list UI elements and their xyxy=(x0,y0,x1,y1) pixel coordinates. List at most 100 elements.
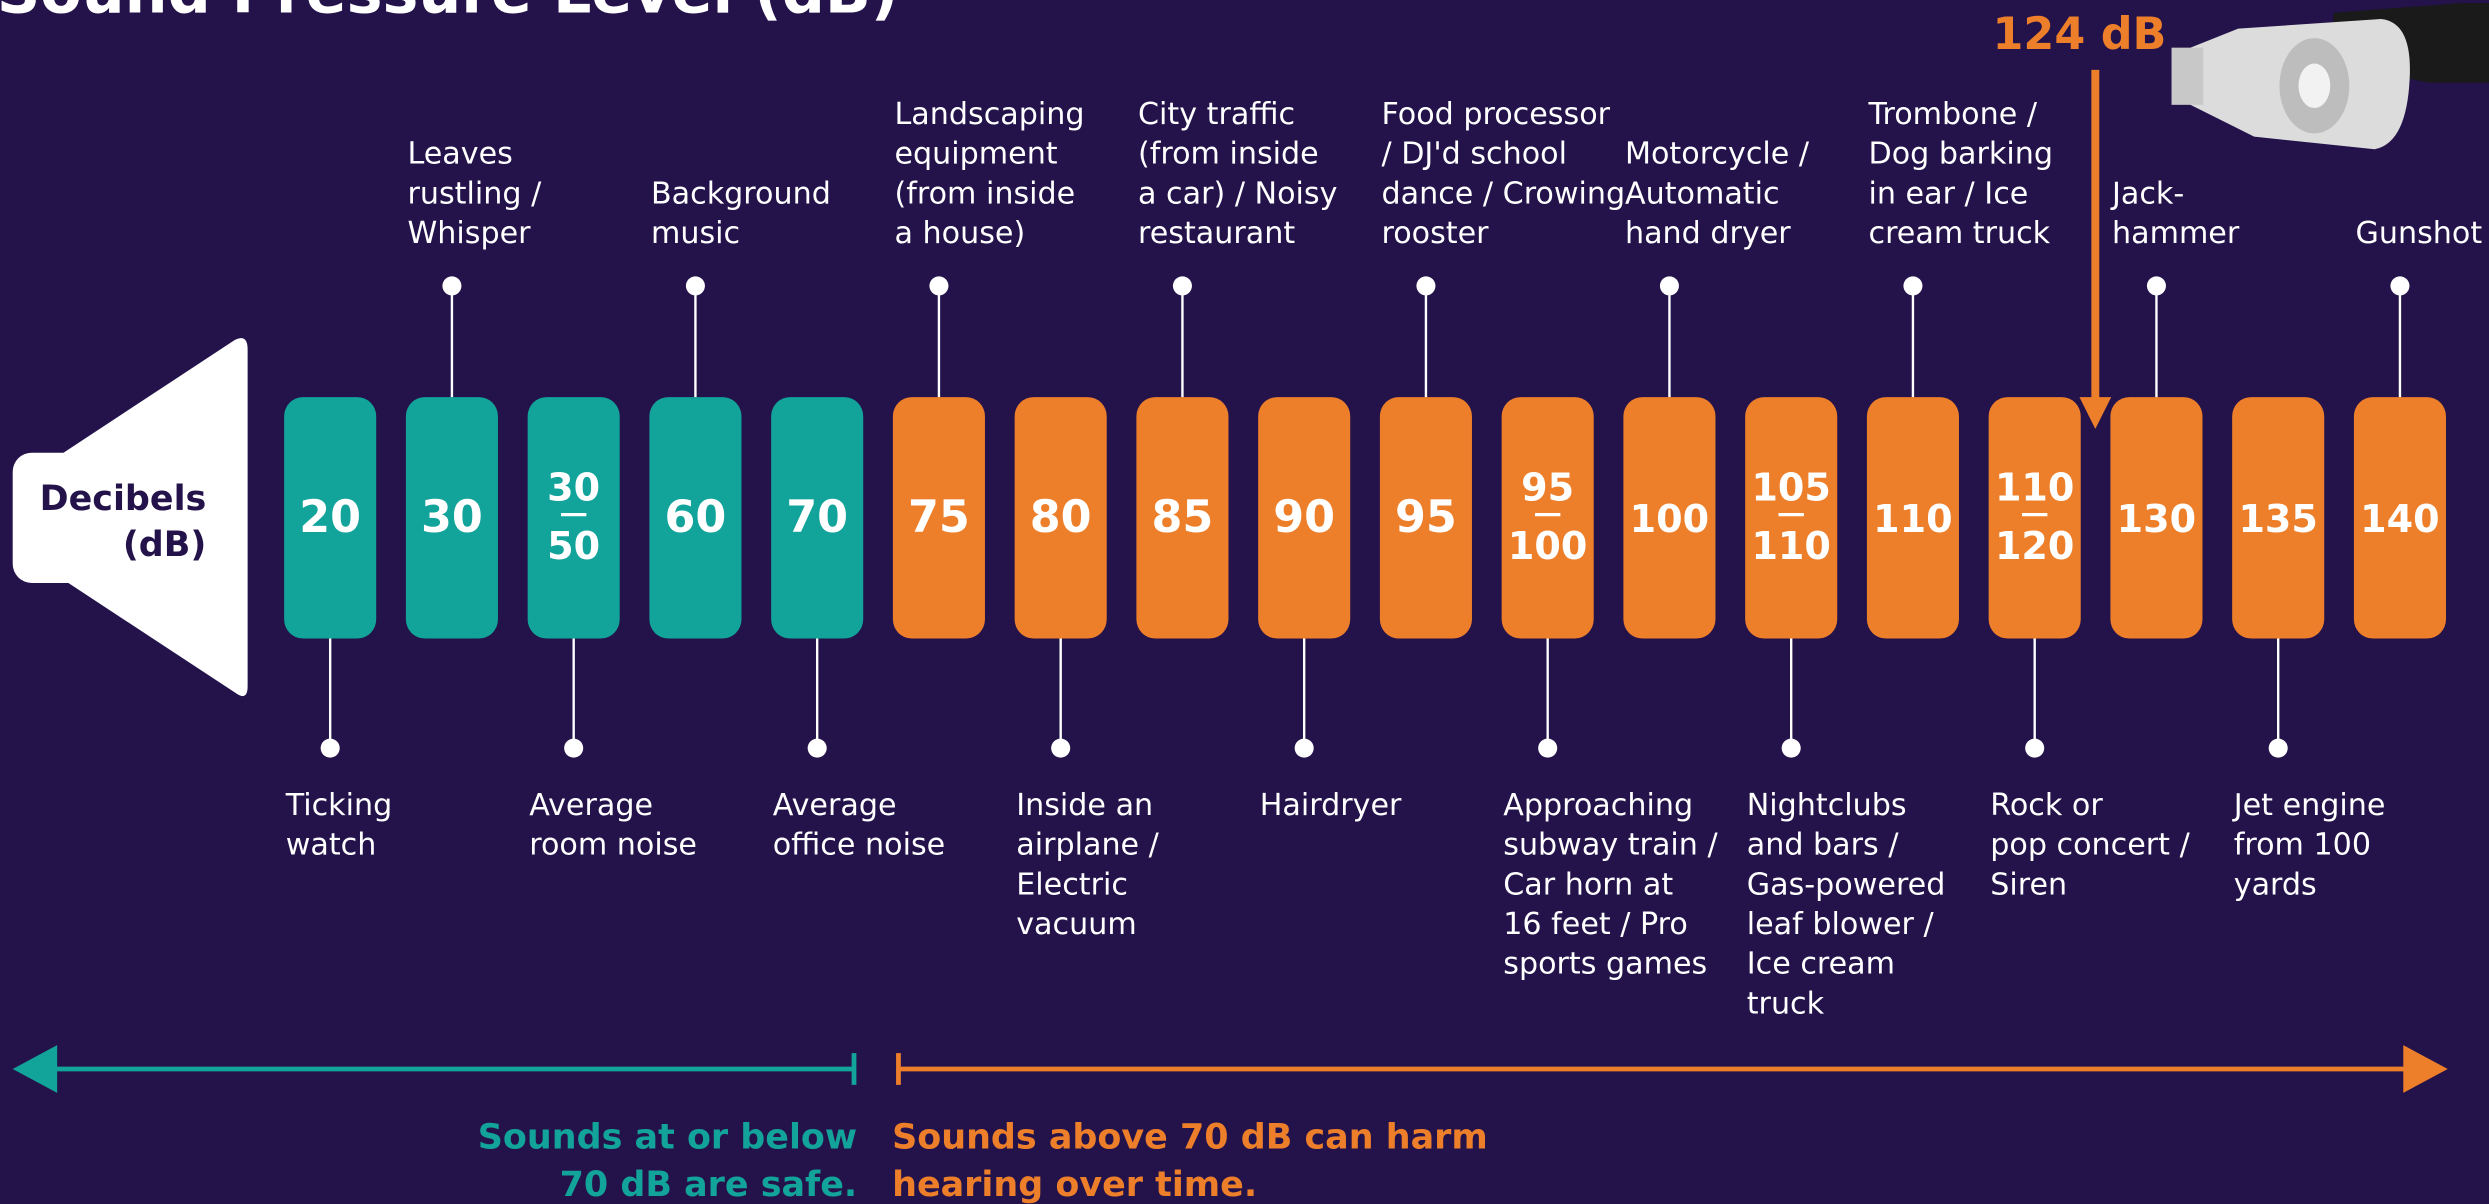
below-label: from 100 xyxy=(2234,828,2371,863)
above-label: Automatic xyxy=(1625,176,1780,211)
level-range-bottom: 50 xyxy=(547,524,600,568)
below-label: leaf blower / xyxy=(1747,907,1935,942)
above-label: rustling / xyxy=(407,176,542,211)
above-label: Background xyxy=(651,176,831,211)
below-label: Car horn at xyxy=(1503,867,1673,902)
above-label: equipment xyxy=(894,137,1057,172)
connector-dot xyxy=(2269,739,2288,758)
above-label: Dog barking xyxy=(1868,137,2052,172)
level-value: 30 xyxy=(421,492,483,543)
level-value: 80 xyxy=(1030,492,1092,543)
connector-dot xyxy=(1660,276,1679,295)
level-value: 20 xyxy=(299,492,361,543)
below-label: Hairdryer xyxy=(1260,788,1402,823)
below-label: airplane / xyxy=(1016,828,1159,863)
above-label: Food processor xyxy=(1381,97,1610,132)
connector-dot xyxy=(808,739,827,758)
above-label: City traffic xyxy=(1138,97,1295,132)
level-range-top: 95 xyxy=(1521,465,1574,509)
below-label: Inside an xyxy=(1016,788,1153,823)
below-label: yards xyxy=(2234,867,2317,902)
connector-dot xyxy=(1173,276,1192,295)
above-label: restaurant xyxy=(1138,216,1295,251)
connector-dot xyxy=(1903,276,1922,295)
above-label: Motorcycle / xyxy=(1625,137,1810,172)
level-range-top: 110 xyxy=(1995,465,2075,509)
above-label: / DJ'd school xyxy=(1381,137,1567,172)
connector-dot xyxy=(2147,276,2166,295)
above-label: hand dryer xyxy=(1625,216,1791,251)
connector-dot xyxy=(929,276,948,295)
safe-note: 70 dB are safe. xyxy=(560,1165,858,1204)
level-value: 110 xyxy=(1873,497,1953,541)
below-label: Siren xyxy=(1990,867,2067,902)
below-label: office noise xyxy=(773,828,945,863)
below-label: watch xyxy=(286,828,377,863)
infographic: Sound Pressure Level (dB) Decibels (dB) 20… xyxy=(0,0,2489,1204)
connector-dot xyxy=(1051,739,1070,758)
connector-dot xyxy=(1538,739,1557,758)
level-value: 90 xyxy=(1273,492,1335,543)
level-box xyxy=(1745,397,1837,638)
callout-label: 124 dB xyxy=(1992,9,2166,60)
below-label: room noise xyxy=(529,828,697,863)
connector-dot xyxy=(1782,739,1801,758)
connector-dot xyxy=(442,276,461,295)
below-label: Electric xyxy=(1016,867,1128,902)
speaker-label: (dB) xyxy=(123,525,207,565)
below-label: Nightclubs xyxy=(1747,788,1907,823)
level-value: 95 xyxy=(1395,492,1457,543)
below-label: vacuum xyxy=(1016,907,1136,942)
level-value: 140 xyxy=(2360,497,2440,541)
safe-note: Sounds at or below xyxy=(478,1117,857,1157)
level-box xyxy=(528,397,620,638)
above-label: Whisper xyxy=(407,216,531,251)
level-value: 130 xyxy=(2117,497,2197,541)
level-range-bottom: 120 xyxy=(1995,524,2075,568)
below-label: subway train / xyxy=(1503,828,1718,863)
above-label: hammer xyxy=(2112,216,2240,251)
below-label: and bars / xyxy=(1747,828,1900,863)
level-value: 100 xyxy=(1630,497,1710,541)
below-label: Average xyxy=(773,788,897,823)
harm-note: Sounds above 70 dB can harm xyxy=(892,1117,1488,1157)
below-label: truck xyxy=(1747,986,1825,1021)
level-range-bottom: 100 xyxy=(1508,524,1588,568)
below-label: 16 feet / Pro xyxy=(1503,907,1688,942)
above-label: Landscaping xyxy=(894,97,1084,132)
below-label: Average xyxy=(529,788,653,823)
above-label: (from inside xyxy=(894,176,1075,211)
above-label: Gunshot xyxy=(2356,216,2483,251)
connector-dot xyxy=(564,739,583,758)
above-label: Leaves xyxy=(407,137,512,172)
connector-dot xyxy=(686,276,705,295)
below-label: Approaching xyxy=(1503,788,1693,823)
level-range-top: 105 xyxy=(1751,465,1831,509)
level-value: 70 xyxy=(786,492,848,543)
level-value: 60 xyxy=(665,492,727,543)
connector-dot xyxy=(2025,739,2044,758)
above-label: rooster xyxy=(1381,216,1489,251)
level-box xyxy=(1502,397,1594,638)
harm-note: hearing over time. xyxy=(892,1165,1257,1204)
below-label: pop concert / xyxy=(1990,828,2190,863)
connector-dot xyxy=(1295,739,1314,758)
level-value: 135 xyxy=(2238,497,2318,541)
title: Sound Pressure Level (dB) xyxy=(0,0,898,28)
above-label: (from inside xyxy=(1138,137,1319,172)
connector-dot xyxy=(321,739,340,758)
level-value: 75 xyxy=(908,492,970,543)
above-label: cream truck xyxy=(1868,216,2050,251)
above-label: Jack- xyxy=(2110,176,2184,211)
level-range-bottom: 110 xyxy=(1751,524,1831,568)
above-label: a house) xyxy=(894,216,1025,251)
below-label: Rock or xyxy=(1990,788,2103,823)
speaker-label: Decibels xyxy=(40,479,207,519)
below-label: Jet engine xyxy=(2232,788,2386,823)
above-label: a car) / Noisy xyxy=(1138,176,1338,211)
page: Sound Pressure Level (dB) Decibels (dB) 20… xyxy=(0,0,2489,1204)
level-range-top: 30 xyxy=(547,465,600,509)
above-label: music xyxy=(651,216,740,251)
below-label: Gas-powered xyxy=(1747,867,1946,902)
above-label: Trombone / xyxy=(1867,97,2037,132)
